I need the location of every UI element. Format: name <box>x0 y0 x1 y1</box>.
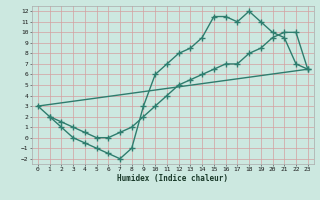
X-axis label: Humidex (Indice chaleur): Humidex (Indice chaleur) <box>117 174 228 183</box>
